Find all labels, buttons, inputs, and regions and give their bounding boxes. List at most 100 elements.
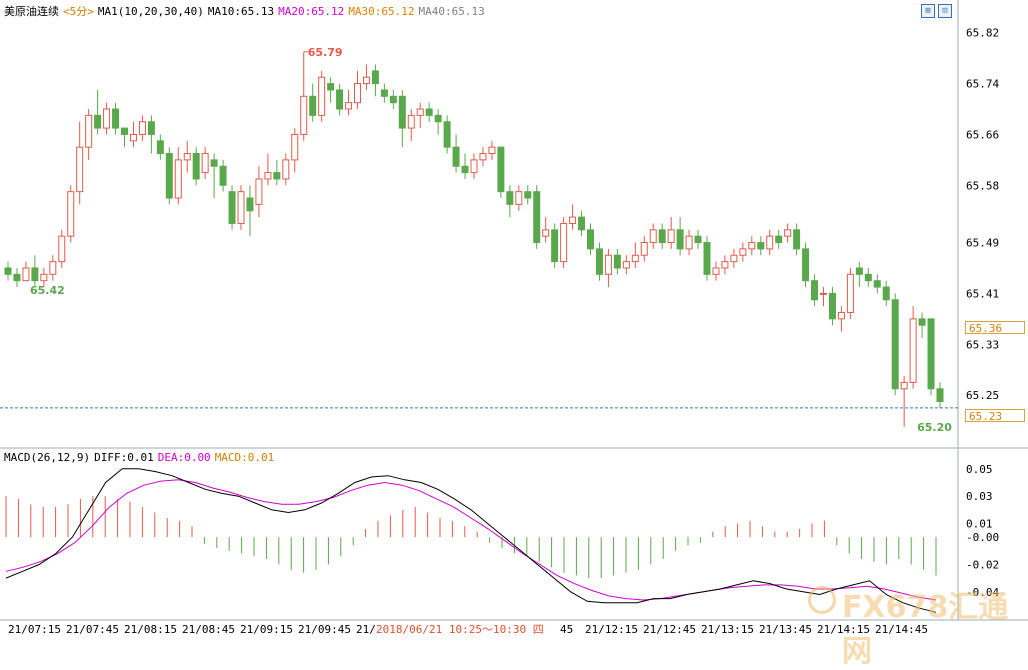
ma10-value: MA10:65.13 <box>207 5 275 18</box>
candle-body <box>757 242 765 250</box>
candle-body <box>712 267 720 275</box>
time-tick-label: 21/14:45 <box>875 623 928 636</box>
candle-body <box>837 311 845 320</box>
candle-body <box>918 318 926 326</box>
ma-price-box: 65.36 <box>965 321 1025 335</box>
candle-body <box>112 108 120 129</box>
candle-body <box>345 102 353 110</box>
candle-body <box>85 114 93 148</box>
candle-body <box>766 235 774 250</box>
time-tick-label: 21/09:45 <box>298 623 351 636</box>
candle-body <box>13 273 21 282</box>
candle-body <box>667 229 675 244</box>
price-tick-label: 65.82 <box>966 27 999 40</box>
candle-body <box>434 114 442 123</box>
candle-body <box>604 254 612 275</box>
chart-canvas[interactable]: 65.82 65.74 65.66 65.58 65.49 65.41 65.33 65.25… <box>0 0 1028 637</box>
price-tick-label: 65.66 <box>966 128 999 141</box>
candle-body <box>246 197 254 212</box>
candle-body <box>4 267 12 275</box>
candle-body <box>506 191 514 205</box>
candle-body <box>49 261 57 275</box>
candle-body <box>479 153 487 161</box>
ma40-value: MA40:65.13 <box>418 5 485 18</box>
candle-body <box>291 133 299 161</box>
macd-tick-label: -0.02 <box>966 558 999 571</box>
macd-header: MACD(26,12,9) DIFF:0.01 DEA:0.00 MACD:0.01 <box>4 451 278 464</box>
high-label: 65.79 <box>308 46 343 59</box>
price-tick-label: 65.25 <box>966 389 999 402</box>
price-tick-label: 65.41 <box>966 287 999 300</box>
candle-body <box>676 229 684 250</box>
candle-body <box>416 108 424 116</box>
candle-body <box>362 76 370 85</box>
candle-body <box>748 242 756 250</box>
candle-body <box>802 248 810 282</box>
macd-diff: DIFF:0.01 <box>94 451 154 464</box>
time-tick-label: 21/13:45 <box>759 623 812 636</box>
candle-body <box>40 273 48 282</box>
candle-body <box>389 95 397 104</box>
candle-body <box>461 165 469 174</box>
candle-body <box>273 172 281 180</box>
candle-body <box>67 191 75 237</box>
candle-body <box>891 299 899 390</box>
candle-body <box>595 248 603 275</box>
candle-body <box>793 229 801 250</box>
candle-body <box>649 229 657 244</box>
candle-body <box>407 114 415 129</box>
candle-body <box>640 242 648 256</box>
candle-body <box>156 140 164 155</box>
price-tick-label: 65.49 <box>966 237 999 250</box>
candle-body <box>443 121 451 148</box>
macd-tick-label: 0.01 <box>966 517 993 530</box>
time-tick-label: 21/12:15 <box>585 623 638 636</box>
time-tick-label: 21/08:45 <box>182 623 235 636</box>
candle-body <box>31 267 39 282</box>
candle-body <box>94 114 102 129</box>
candle-body <box>192 153 200 180</box>
candle-body <box>828 292 836 320</box>
window-icon[interactable]: ⊡ <box>938 4 952 18</box>
low-label-left: 65.42 <box>30 284 65 297</box>
candle-body <box>882 286 890 301</box>
candle-body <box>739 248 747 256</box>
candle-body <box>371 70 379 85</box>
time-tick-label: 21/14:15 <box>817 623 870 636</box>
candle-body <box>658 229 666 244</box>
candle-body <box>622 261 630 269</box>
candle-body <box>775 235 783 244</box>
macd-dea: DEA:0.00 <box>157 451 211 464</box>
candle-body <box>255 178 263 205</box>
candle-body <box>470 159 478 174</box>
layout-icon[interactable]: ⊞ <box>921 4 935 18</box>
period-label[interactable]: <5分> <box>63 5 94 18</box>
time-tick-label: 21/09:15 <box>240 623 293 636</box>
candle-body <box>936 388 944 402</box>
time-tick-label: 21/13:15 <box>701 623 754 636</box>
diff-line <box>5 468 937 613</box>
candle-body <box>524 191 532 199</box>
watermark-logo-icon <box>808 586 836 614</box>
candle-body <box>264 172 272 180</box>
candle-body <box>228 191 236 224</box>
candle-body <box>578 216 586 231</box>
candle-body <box>631 254 639 263</box>
watermark: FX678汇通网 <box>842 590 1009 669</box>
price-tick-label: 65.58 <box>966 179 999 192</box>
ma20-value: MA20:65.12 <box>278 5 345 18</box>
candle-body <box>282 159 290 180</box>
candle-body <box>488 146 496 155</box>
candle-body <box>103 108 111 129</box>
candle-body <box>909 318 917 383</box>
candle-body <box>569 216 577 224</box>
candle-body <box>138 121 146 135</box>
last-price-box: 65.23 <box>965 409 1025 423</box>
candle-body <box>560 222 568 263</box>
candle-body <box>855 267 863 275</box>
candle-body <box>58 235 66 263</box>
candle-body <box>300 95 308 135</box>
candle-body <box>685 235 693 250</box>
macd-tick-label: -0.04 <box>966 586 999 599</box>
candle-body <box>846 273 854 313</box>
